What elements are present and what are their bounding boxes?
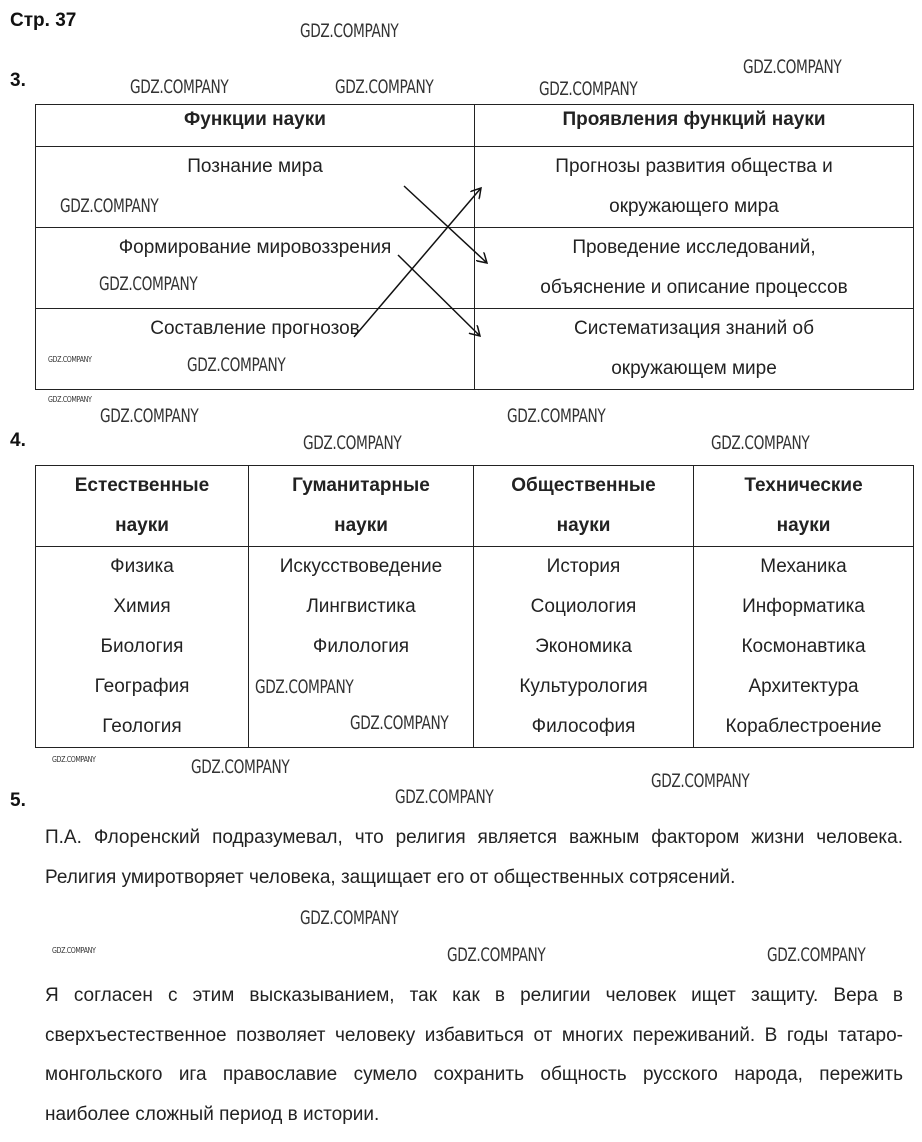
watermark: GDZ.COMPANY (100, 405, 199, 427)
function-cell: Формирование мировоззрения (35, 227, 475, 309)
manifestation-cell: Прогнозы развития общества и окружающего … (474, 146, 914, 228)
matching-arrows (353, 185, 922, 338)
watermark: GDZ.COMPANY (191, 756, 290, 778)
natural-list: Физика Химия Биология География Геология (35, 546, 249, 748)
watermark: GDZ.COMPANY (303, 432, 402, 454)
watermark: GDZ.COMPANY (711, 432, 810, 454)
manifestation-cell: Систематизация знаний об окружающем мире (474, 308, 914, 390)
watermark: GDZ.COMPANY (52, 946, 96, 955)
technical-list: Механика Информатика Космонавтика Архитекту… (693, 546, 914, 748)
task5-number: 5. (10, 790, 26, 811)
watermark: GDZ.COMPANY (507, 405, 606, 427)
arrow-1 (403, 185, 487, 263)
function-cell: Составление прогнозов (35, 308, 475, 390)
arrow-3 (353, 188, 481, 338)
manifestation-cell: Проведение исследований, объяснение и опи… (474, 227, 914, 309)
arrow-2 (397, 254, 480, 336)
task4-number: 4. (10, 430, 26, 451)
watermark: GDZ.COMPANY (395, 786, 494, 808)
function-cell: Познание мира (35, 146, 475, 228)
header-natural: Естественные науки (35, 465, 249, 547)
watermark: GDZ.COMPANY (52, 755, 96, 764)
answer-paragraph-2: Я согласен с этим высказыванием, так как… (45, 985, 903, 1125)
watermark: GDZ.COMPANY (651, 770, 750, 792)
answer-paragraph-1: П.А. Флоренский подразумевал, что религи… (45, 827, 903, 888)
header-technical: Технические науки (693, 465, 914, 547)
task3-number: 3. (10, 70, 26, 91)
functions-table: Функции науки Проявления функций науки По… (35, 104, 914, 390)
watermark: GDZ.COMPANY (767, 944, 866, 966)
social-list: История Социология Экономика Культурология Ф… (473, 546, 694, 748)
header-humanitarian: Гуманитарные науки (248, 465, 474, 547)
header-social: Общественные науки (473, 465, 694, 547)
page-label: Стр. 37 (10, 10, 77, 31)
humanitarian-list: Искусствоведение Лингвистика Филология (248, 546, 474, 748)
watermark: GDZ.COMPANY (447, 944, 546, 966)
header-functions: Функции науки (35, 104, 475, 147)
watermark: GDZ.COMPANY (300, 907, 399, 929)
sciences-table: Естественные науки Гуманитарные науки Обще… (35, 465, 914, 748)
